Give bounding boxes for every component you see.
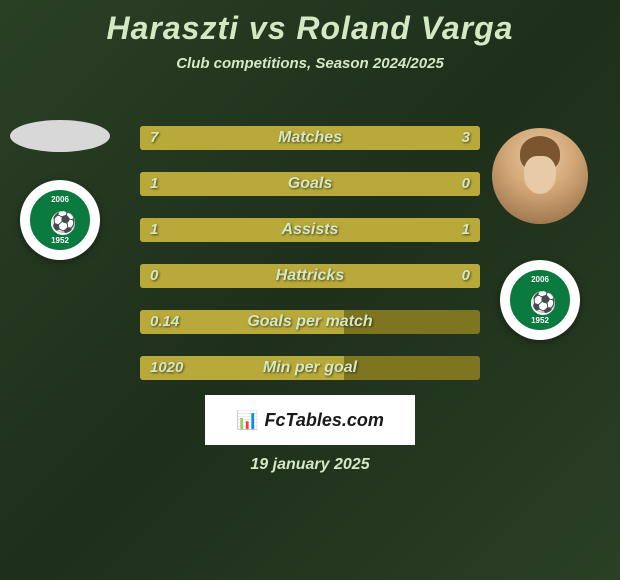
stat-label: Min per goal: [140, 356, 480, 380]
club-badge-right: 2006 1952: [500, 260, 580, 340]
stat-row: 1020Min per goal: [140, 356, 480, 380]
badge-inner-left: 2006 1952: [30, 190, 90, 250]
player-right-avatar: [492, 128, 588, 224]
stat-value-right: 0: [462, 172, 470, 196]
badge-year-top: 2006: [513, 275, 567, 284]
stat-row: 1Assists1: [140, 218, 480, 242]
stat-row: 0.14Goals per match: [140, 310, 480, 334]
stat-label: Assists: [140, 218, 480, 242]
stat-value-right: 1: [462, 218, 470, 242]
stat-value-right: 0: [462, 264, 470, 288]
fctables-logo: FcTables.com: [205, 395, 415, 445]
player-left-avatar: [10, 120, 110, 152]
badge-inner-right: 2006 1952: [510, 270, 570, 330]
date-label: 19 january 2025: [0, 456, 620, 474]
page-title: Haraszti vs Roland Varga: [0, 0, 620, 47]
comparison-card: Haraszti vs Roland Varga Club competitio…: [0, 0, 620, 580]
stats-area: 7Matches31Goals01Assists10Hattricks00.14…: [140, 126, 480, 402]
club-badge-left: 2006 1952: [20, 180, 100, 260]
badge-year-bot: 1952: [33, 236, 87, 245]
stat-row: 0Hattricks0: [140, 264, 480, 288]
stat-row: 1Goals0: [140, 172, 480, 196]
stat-row: 7Matches3: [140, 126, 480, 150]
stat-label: Matches: [140, 126, 480, 150]
stat-label: Goals per match: [140, 310, 480, 334]
badge-year-top: 2006: [33, 195, 87, 204]
subtitle: Club competitions, Season 2024/2025: [0, 55, 620, 72]
stat-label: Hattricks: [140, 264, 480, 288]
stat-label: Goals: [140, 172, 480, 196]
stat-value-right: 3: [462, 126, 470, 150]
badge-year-bot: 1952: [513, 316, 567, 325]
logo-text: FcTables.com: [265, 410, 384, 431]
